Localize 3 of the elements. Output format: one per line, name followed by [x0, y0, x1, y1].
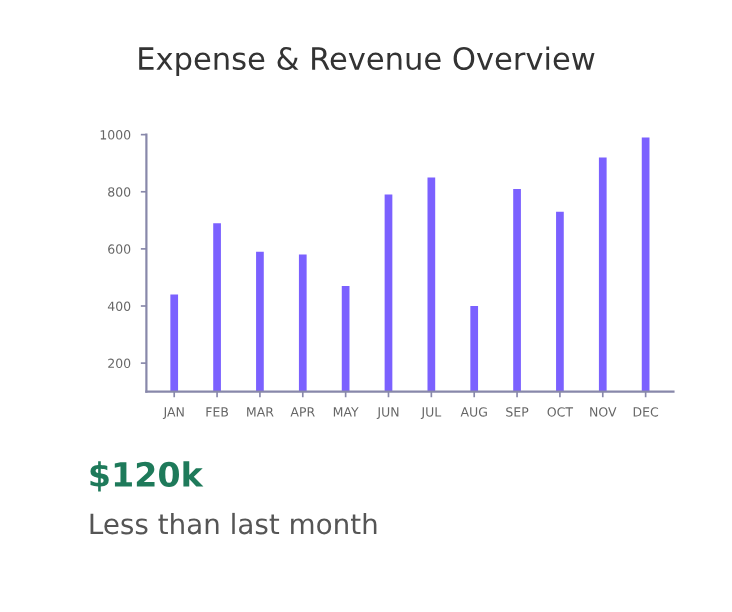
text: Less than last month [90, 512, 377, 535]
text: $120k [90, 461, 204, 492]
chart-title: Expense & Revenue Overview [139, 46, 595, 76]
